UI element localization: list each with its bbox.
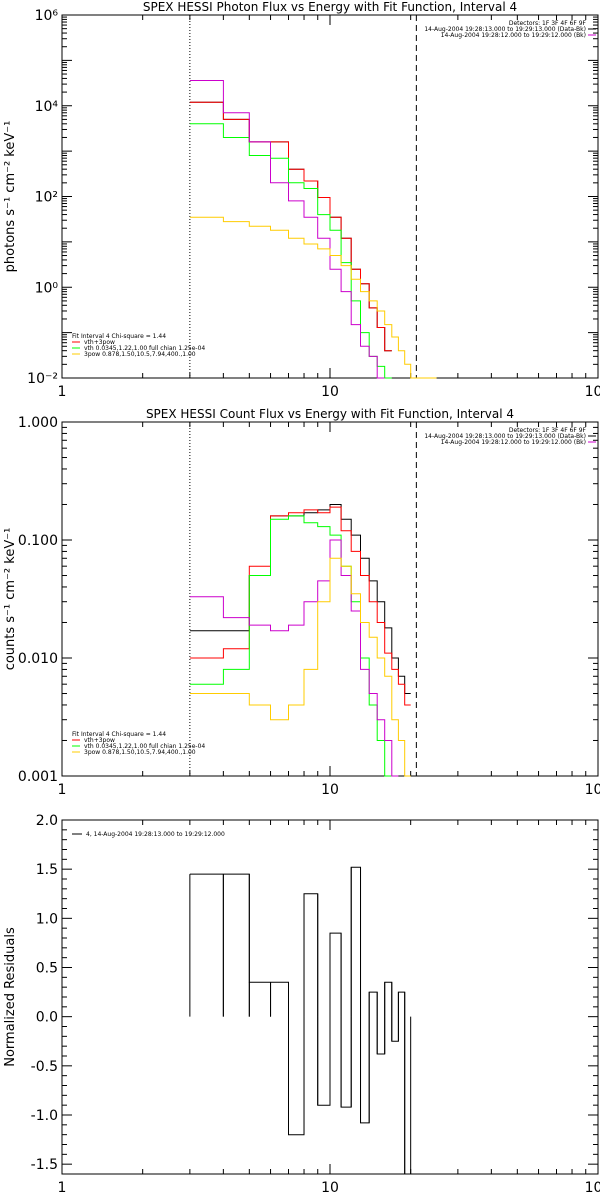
legend-text-2: 4, 14-Aug-2004 19:28:13.000 to 19:29:12.… (86, 831, 225, 838)
y-tick-label-2: 2.0 (36, 813, 58, 829)
series-line-1-4 (189, 557, 411, 777)
legend-top-text-1: 14-Aug-2004 19:28:12.000 to 19:29:12.000… (441, 439, 586, 446)
series-line-0-2 (189, 123, 392, 379)
y-tick-label-1: 0.001 (18, 769, 58, 785)
y-tick-label-0: 10⁶ (35, 8, 59, 24)
x-tick-label-0: 1 (58, 384, 67, 400)
series-line-0-0 (189, 101, 392, 352)
chart-title-1: SPEX HESSI Count Flux vs Energy with Fit… (146, 407, 514, 421)
x-tick-label-0: 100 (585, 384, 600, 400)
legend-top-text-1: Detectors: 1F 3F 4F 6F 9F (509, 427, 587, 434)
y-tick-label-1: 1.000 (18, 415, 58, 431)
legend-bottom-text-0: vth+3pow (84, 339, 115, 346)
y-tick-label-2: -0.5 (31, 1059, 58, 1075)
x-tick-label-2: 1 (58, 1180, 67, 1196)
legend-top-text-1: 14-Aug-2004 19:28:13.000 to 19:29:13.000… (424, 433, 586, 440)
chart-title-0: SPEX HESSI Photon Flux vs Energy with Fi… (143, 0, 517, 14)
fit-text-0: Fit Interval 4 Chi-square = 1.44 (72, 333, 166, 340)
plot-frame-0 (61, 14, 599, 379)
fit-text-1: Fit Interval 4 Chi-square = 1.44 (72, 731, 166, 738)
legend-bottom-text-0: 3pow 0.878,1.50,10.5,7.94,400.,1.00 (84, 351, 196, 358)
y-tick-label-2: -1.0 (31, 1108, 58, 1124)
y-axis-label-0: photons s⁻¹ cm⁻² keV⁻¹ (3, 121, 18, 273)
y-tick-label-2: 1.5 (36, 862, 58, 878)
legend-bottom-text-1: vth 0.0345,1.22,1.00 full chian 1.25e-04 (84, 743, 205, 750)
series-line-0-1 (189, 101, 392, 352)
series-line-0-3 (189, 80, 385, 379)
y-tick-label-1: 0.100 (18, 533, 58, 549)
x-tick-label-1: 10 (321, 782, 339, 798)
x-tick-label-1: 100 (585, 782, 600, 798)
legend-top-text-0: 14-Aug-2004 19:28:13.000 to 19:29:13.000… (424, 26, 586, 33)
x-tick-label-2: 100 (585, 1180, 600, 1196)
legend-bottom-text-0: vth 0.0345,1.22,1.00 full chian 1.25e-04 (84, 345, 205, 352)
x-tick-label-0: 10 (321, 384, 339, 400)
y-tick-label-0: 10² (35, 190, 58, 206)
legend-bottom-text-1: vth+3pow (84, 737, 115, 744)
y-tick-label-2: 0.0 (36, 1010, 58, 1026)
y-tick-label-2: 1.0 (36, 911, 58, 927)
y-tick-label-0: 10⁴ (35, 99, 59, 115)
series-line-0-4 (189, 216, 437, 379)
series-line-1-2 (189, 515, 392, 777)
y-axis-label-2: Normalized Residuals (3, 927, 18, 1067)
legend-bottom-text-1: 3pow 0.878,1.50,10.5,7.94,400.,1.00 (84, 749, 196, 756)
y-tick-label-2: -1.5 (31, 1157, 58, 1173)
y-axis-label-1: counts s⁻¹ cm⁻² keV⁻¹ (3, 528, 18, 671)
y-tick-label-0: 10⁻² (27, 371, 58, 387)
series-line-1-3 (189, 539, 399, 777)
legend-top-text-0: Detectors: 1F 3F 4F 6F 9F (509, 20, 587, 27)
x-tick-label-2: 10 (321, 1180, 339, 1196)
y-tick-label-1: 0.010 (18, 651, 58, 667)
x-tick-label-1: 1 (58, 782, 67, 798)
legend-top-text-0: 14-Aug-2004 19:28:12.000 to 19:29:12.000… (441, 32, 586, 39)
y-tick-label-0: 10⁰ (35, 280, 59, 296)
y-tick-label-2: 0.5 (36, 961, 58, 977)
